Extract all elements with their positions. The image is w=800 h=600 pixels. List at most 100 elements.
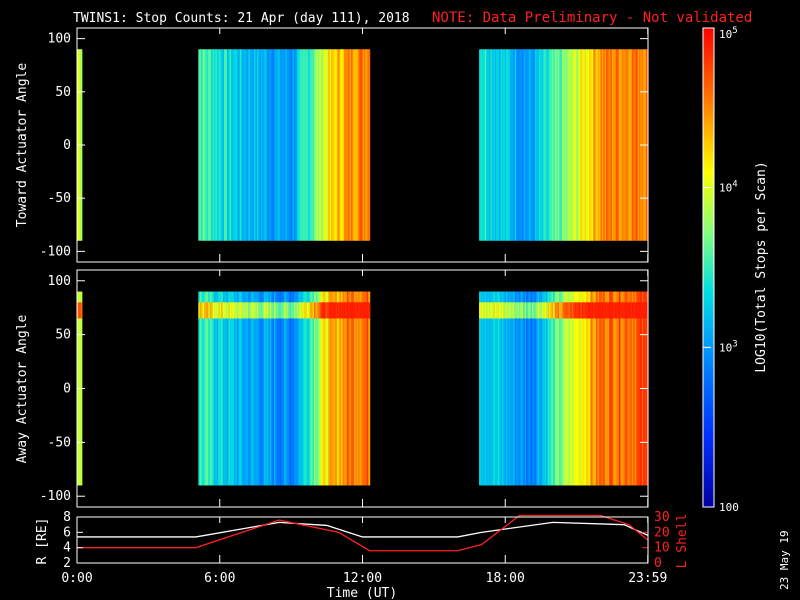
heatmap-cell: [252, 49, 255, 241]
heatmap-cell: [631, 291, 634, 486]
heatmap-cell: [540, 49, 543, 241]
bottom-y-label: Away Actuator Angle: [15, 314, 30, 463]
heatmap-cell: [626, 291, 629, 486]
y-tick-label: 50: [55, 328, 71, 343]
heatmap-cell: [547, 49, 550, 241]
heatmap-cell: [593, 49, 596, 241]
heatmap-cell: [480, 49, 483, 241]
heatmap-cell: [541, 49, 544, 241]
heatmap-band-cell: [569, 302, 572, 319]
x-axis-label: Time (UT): [327, 586, 397, 600]
heatmap-cell: [221, 49, 224, 241]
heatmap-band-cell: [292, 302, 295, 319]
heatmap-cell: [511, 291, 514, 486]
heatmap-band-cell: [365, 302, 368, 319]
heatmap-cell: [594, 49, 597, 241]
heatmap-cell: [571, 291, 574, 486]
heatmap-band-cell: [496, 302, 499, 319]
heatmap-cell: [484, 291, 487, 486]
heatmap-cell: [567, 291, 570, 486]
heatmap-band-cell: [624, 302, 627, 319]
heatmap-band-cell: [554, 302, 557, 319]
heatmap-cell: [315, 291, 318, 486]
heatmap-cell: [262, 291, 265, 486]
heatmap-cell: [341, 49, 344, 241]
heatmap-cell: [521, 291, 524, 486]
heatmap-cell: [249, 291, 252, 486]
heatmap-band-cell: [484, 302, 487, 319]
heatmap-band-cell: [279, 302, 282, 319]
heatmap-cell: [561, 291, 564, 486]
heatmap-cell: [519, 291, 522, 486]
heatmap-cell: [204, 49, 207, 241]
heatmap-cell: [537, 291, 540, 486]
heatmap-cell: [581, 291, 584, 486]
heatmap-band-cell: [256, 302, 259, 319]
heatmap-cell: [301, 291, 304, 486]
heatmap-cell: [275, 291, 278, 486]
heatmap-band-cell: [306, 302, 309, 319]
heatmap-cell: [534, 49, 537, 241]
heatmap-band-cell: [289, 302, 292, 319]
heatmap-cell: [624, 49, 627, 241]
heatmap-cell: [598, 291, 602, 486]
heatmap-band-cell: [278, 302, 281, 319]
heatmap-cell: [523, 291, 526, 486]
heatmap-cell: [618, 291, 622, 486]
preliminary-note: NOTE: Data Preliminary - Not validated: [432, 10, 752, 26]
heatmap-band-cell: [329, 302, 332, 319]
heatmap-cell: [234, 49, 237, 241]
heatmap-band-cell: [271, 302, 274, 319]
heatmap-cell: [308, 291, 311, 486]
heatmap-cell: [621, 291, 624, 486]
heatmap-cell: [279, 291, 282, 486]
heatmap-cell: [570, 291, 573, 486]
chart-title: TWINS1: Stop Counts: 21 Apr (day 111), 2…: [73, 11, 410, 26]
heatmap-band-cell: [235, 302, 238, 319]
heatmap-cell: [241, 49, 244, 241]
heatmap-band-cell: [281, 302, 284, 319]
heatmap-cell: [346, 291, 349, 486]
orbit-right-tick-label: 0: [654, 556, 662, 571]
heatmap-cell: [225, 49, 228, 241]
heatmap-cell: [634, 291, 637, 486]
heatmap-cell: [630, 49, 633, 241]
heatmap-cell: [551, 49, 554, 241]
heatmap-cell: [351, 49, 354, 241]
heatmap-cell: [301, 49, 304, 241]
heatmap-band-cell: [646, 302, 649, 319]
heatmap-band-cell: [78, 302, 81, 319]
orbit-left-tick-label: 6: [63, 525, 71, 540]
heatmap-cell: [325, 291, 328, 486]
heatmap-cell: [623, 291, 626, 486]
heatmap-cell: [281, 49, 284, 241]
heatmap-band-cell: [640, 302, 643, 319]
heatmap-cell: [557, 291, 560, 486]
heatmap-band-cell: [490, 302, 493, 319]
heatmap-cell: [613, 49, 616, 241]
heatmap-cell: [339, 291, 342, 486]
heatmap-cell: [493, 49, 496, 241]
heatmap-cell: [620, 291, 623, 486]
heatmap-cell: [255, 291, 258, 486]
orbit-right-label: L Shell: [675, 514, 690, 569]
heatmap-cell: [326, 291, 329, 486]
heatmap-cell: [573, 49, 576, 241]
heatmap-cell: [232, 291, 235, 486]
heatmap-cell: [533, 49, 536, 241]
heatmap-cell: [264, 291, 267, 486]
heatmap-cell: [313, 291, 316, 486]
heatmap-band-cell: [362, 302, 365, 319]
heatmap-cell: [597, 49, 600, 241]
heatmap-cell: [591, 49, 594, 241]
heatmap-band-cell: [618, 302, 622, 319]
heatmap-cell: [254, 291, 257, 486]
heatmap-cell: [596, 291, 599, 486]
heatmap-cell: [497, 49, 500, 241]
heatmap-cell: [539, 291, 542, 486]
heatmap-cell: [295, 291, 298, 486]
heatmap-cell: [494, 291, 497, 486]
heatmap-cell: [244, 49, 247, 241]
heatmap-cell: [309, 291, 312, 486]
heatmap-cell: [516, 291, 519, 486]
